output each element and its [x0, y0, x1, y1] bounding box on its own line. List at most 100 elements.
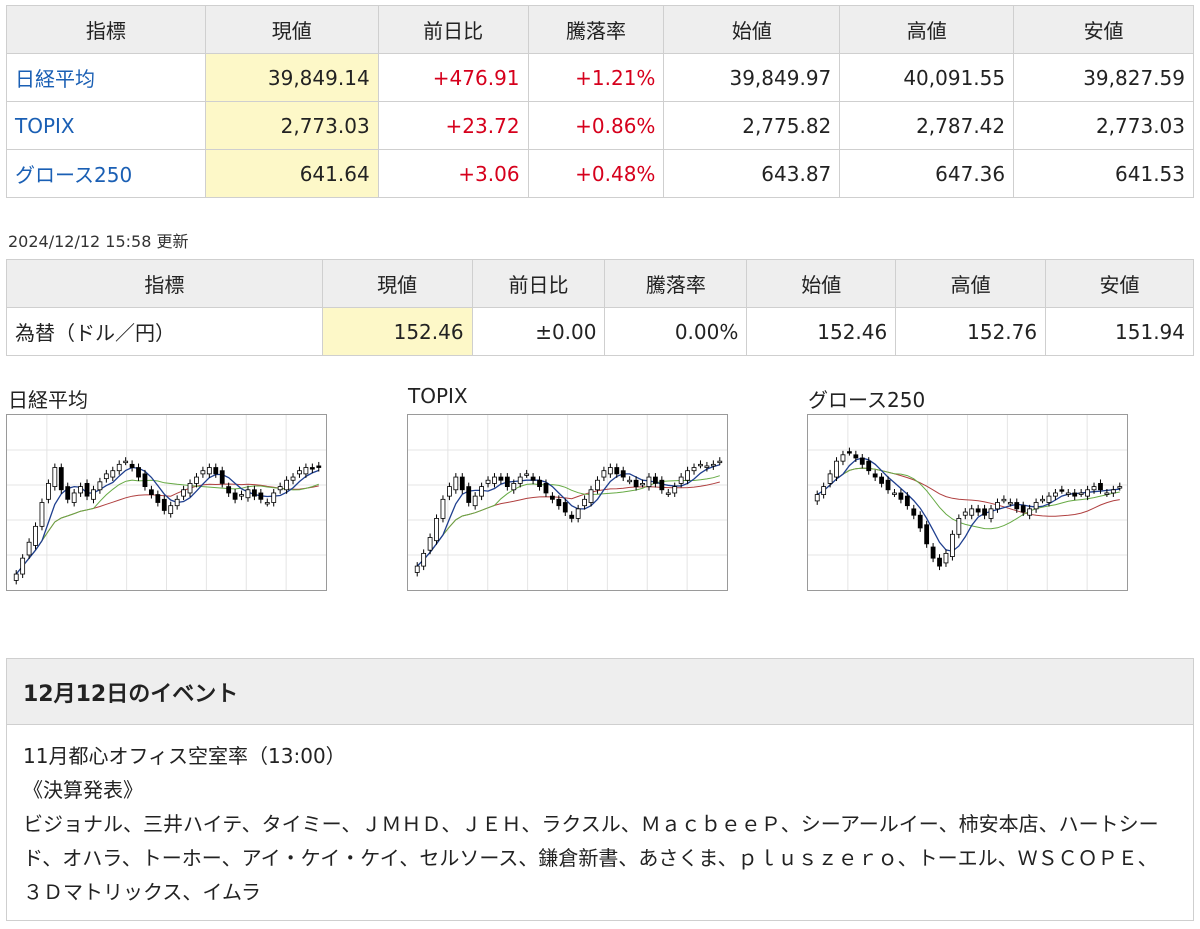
open-value: 39,849.97 [663, 53, 841, 102]
candle-body [479, 486, 484, 497]
index-link-growth250[interactable]: グロース250 [6, 149, 206, 198]
candle-body [110, 470, 116, 478]
candle-body [91, 489, 96, 500]
candle-body [504, 476, 510, 488]
candle-body [472, 495, 478, 507]
candle-body [517, 476, 523, 484]
candle-body [20, 557, 26, 575]
header-low: 安値 [1013, 5, 1194, 54]
candle-body [685, 470, 690, 481]
rate-value: +0.48% [527, 149, 665, 198]
header-high: 高値 [839, 5, 1015, 54]
candle-body [704, 465, 710, 468]
chart-topix[interactable] [407, 414, 728, 591]
candle-body [853, 454, 859, 459]
fx-header-row: 指標 現値 前日比 騰落率 始値 高値 安値 [6, 259, 1194, 308]
candle-body [969, 508, 975, 516]
header-low: 安値 [1045, 259, 1194, 308]
rate-value: +1.21% [527, 53, 665, 102]
event-panel: 12月12日のイベント 11月都心オフィス空室率（13:00） 《決算発表》 ビ… [6, 658, 1194, 921]
candle-body [245, 489, 251, 499]
candle-body [898, 492, 904, 500]
candle-body [866, 460, 872, 472]
chart-nikkei[interactable] [6, 414, 327, 591]
candle-body [129, 463, 135, 468]
candle-body [1098, 483, 1103, 491]
chart-title-nikkei: 日経平均 [8, 388, 88, 412]
candle-body [1104, 492, 1110, 495]
candle-body [569, 514, 575, 519]
candle-body [530, 476, 536, 481]
open-value: 2,775.82 [663, 101, 841, 150]
candle-body [174, 498, 180, 507]
candle-body [13, 573, 19, 581]
candle-body [264, 502, 270, 505]
candle-body [982, 508, 987, 516]
candle-body [232, 492, 238, 500]
candle-body [607, 467, 613, 475]
high-value: 647.36 [839, 149, 1015, 198]
updated-timestamp: 2024/12/12 15:58 更新 [8, 232, 189, 251]
candle-body [440, 498, 446, 519]
candle-body [575, 508, 581, 519]
candle-body [136, 467, 141, 478]
candle-body [161, 498, 167, 511]
candle-body [84, 483, 90, 497]
change-value: ±0.00 [471, 307, 606, 356]
candle-body [309, 467, 315, 470]
candle-body [1027, 508, 1033, 516]
header-open: 始値 [663, 5, 841, 54]
candle-body [434, 518, 439, 542]
candle-body [226, 486, 232, 494]
candle-body [26, 541, 32, 556]
candle-body [879, 476, 884, 484]
change-value: +3.06 [377, 149, 529, 198]
candle-body [65, 486, 71, 500]
candle-body [550, 495, 555, 500]
chart-title-topix: TOPIX [408, 384, 468, 408]
table-row: 為替（ドル／円） 152.46 ±0.00 0.00% 152.46 152.7… [6, 307, 1194, 356]
candle-body [427, 537, 433, 551]
candle-body [620, 470, 626, 478]
event-line: 《決算発表》 [23, 778, 143, 802]
fx-table: 指標 現値 前日比 騰落率 始値 高値 安値 為替（ドル／円） 152.46 ±… [6, 259, 1194, 356]
chart-svg [808, 415, 1127, 590]
chart-growth250[interactable] [807, 414, 1128, 591]
candle-body [710, 463, 716, 467]
candle-body [627, 479, 633, 483]
table-row: グロース250 641.64 +3.06 +0.48% 643.87 647.3… [6, 149, 1194, 198]
candle-body [303, 467, 309, 475]
candle-body [239, 494, 244, 497]
event-line: 11月都心オフィス空室率（13:00） [23, 744, 346, 768]
low-value: 39,827.59 [1013, 53, 1194, 102]
candle-body [659, 479, 665, 491]
current-value: 2,773.03 [204, 101, 379, 150]
candle-body [206, 467, 212, 475]
index-link-topix[interactable]: TOPIX [6, 101, 206, 150]
candle-body [543, 483, 549, 494]
candle-body [181, 489, 186, 497]
candle-body [556, 498, 562, 507]
candle-body [459, 476, 465, 491]
candle-body [885, 479, 891, 491]
candle-body [588, 489, 594, 503]
candle-body [116, 463, 122, 472]
candle-body [640, 483, 645, 486]
header-current: 現値 [204, 5, 379, 54]
candle-body [943, 552, 949, 564]
header-rate: 騰落率 [604, 259, 748, 308]
candle-body [1007, 502, 1013, 505]
candle-body [827, 473, 833, 484]
candle-body [421, 552, 427, 567]
candle-body [39, 502, 45, 527]
candle-body [97, 481, 103, 491]
index-link-nikkei[interactable]: 日経平均 [6, 53, 206, 102]
candle-body [1001, 498, 1007, 502]
event-body: 11月都心オフィス空室率（13:00） 《決算発表》 ビジョナル、三井ハイテ、タ… [7, 725, 1193, 909]
candle-body [187, 483, 193, 494]
candle-body [1085, 489, 1090, 497]
high-value: 152.76 [895, 307, 1047, 356]
high-value: 2,787.42 [839, 101, 1015, 150]
header-rate: 騰落率 [527, 5, 665, 54]
header-open: 始値 [746, 259, 897, 308]
